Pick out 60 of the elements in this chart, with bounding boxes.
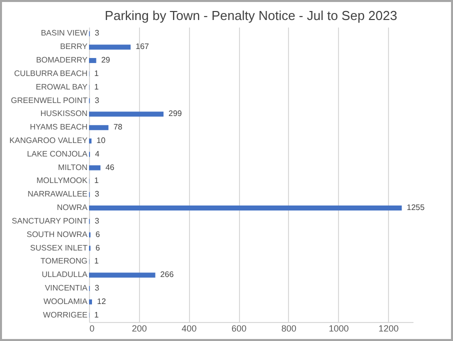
y-tick-label: EROWAL BAY: [36, 82, 88, 92]
y-tick-label: MOLLYMOOK: [36, 176, 88, 186]
y-tick-label: SANCTUARY POINT: [12, 216, 88, 226]
y-tick-label: BASIN VIEW: [40, 28, 88, 38]
data-label: 12: [96, 296, 106, 306]
y-tick-label: VINCENTIA: [44, 283, 88, 292]
data-label: 6: [95, 243, 100, 252]
bar: [89, 112, 164, 117]
y-tick-label: SOUTH NOWRA: [26, 230, 88, 239]
y-tick-label: NOWRA: [56, 203, 88, 212]
y-tick-label: HYAMS BEACH: [30, 122, 88, 132]
y-tick-label: LAKE CONJOLA: [27, 149, 88, 158]
data-label: 29: [101, 56, 111, 65]
y-tick-label: BOMADERRY: [36, 56, 88, 65]
data-label: 167: [136, 42, 150, 52]
data-label: 1: [94, 68, 100, 78]
x-tick-label: 1000: [328, 324, 349, 334]
data-label: 299: [168, 109, 182, 118]
data-label: 266: [160, 270, 174, 280]
data-label: 4: [94, 149, 100, 158]
x-tick-label: 200: [132, 324, 147, 334]
data-label: 10: [96, 136, 106, 145]
data-label: 1: [94, 256, 100, 266]
data-label: 1: [94, 176, 100, 186]
data-label: 3: [94, 190, 100, 199]
bar: [89, 165, 100, 170]
bar: [89, 272, 156, 278]
y-tick-label: SUSSEX INLET: [30, 243, 88, 252]
bar: [89, 206, 402, 211]
y-tick-label: ULLADULLA: [42, 270, 88, 280]
x-tick-label: 0: [90, 324, 95, 334]
data-label: 3: [94, 216, 100, 226]
bar: [89, 58, 96, 64]
data-label: 3: [94, 96, 100, 105]
data-label: 6: [95, 230, 100, 239]
data-label: 1: [94, 310, 100, 320]
data-label: 46: [105, 162, 115, 172]
bar: [89, 125, 108, 130]
y-tick-label: BERRY: [60, 42, 88, 52]
data-label: 3: [94, 283, 100, 292]
y-tick-label: KANGAROO VALLEY: [9, 136, 88, 145]
data-label: 1: [94, 82, 100, 92]
y-tick-label: WOOLAMIA: [43, 296, 88, 306]
y-tick-label: MILTON: [58, 162, 88, 172]
y-tick-label: NARRAWALLEE: [28, 190, 88, 199]
x-tick-label: 600: [232, 324, 247, 334]
bar: [89, 299, 92, 304]
bar: [89, 44, 131, 50]
y-tick-label: CULBURRA BEACH: [14, 68, 88, 78]
x-tick-label: 400: [182, 324, 197, 334]
data-label: 1255: [406, 203, 426, 212]
y-tick-label: HUSKISSON: [40, 109, 88, 118]
data-label: 78: [113, 122, 123, 132]
y-tick-label: GREENWELL POINT: [10, 96, 88, 105]
y-tick-label: WORRIGEE: [43, 310, 88, 320]
x-tick-label: 1200: [378, 324, 399, 334]
chart-title: Parking by Town - Penalty Notice - Jul to Sep 2023: [104, 8, 398, 23]
x-tick-label: 800: [281, 324, 296, 334]
data-label: 3: [94, 28, 100, 38]
y-tick-label: TOMERONG: [40, 256, 88, 266]
